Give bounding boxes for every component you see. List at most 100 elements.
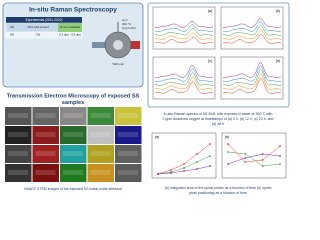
tem-image: [32, 145, 59, 163]
plot-point: [244, 161, 247, 163]
table-cell: AR: [10, 25, 14, 29]
tem-texture: [63, 170, 83, 175]
spectrum-line: [222, 65, 282, 82]
spectrum-line: [222, 61, 282, 78]
spectrum-line: [154, 72, 214, 86]
tem-texture: [90, 151, 111, 156]
tem-image: [87, 164, 114, 182]
tem-texture: [90, 170, 111, 175]
plots-caption: peak positioning as a function of time: [189, 191, 247, 195]
spectrum-line: [222, 29, 282, 40]
plot-point: [196, 161, 198, 163]
table-cell: 0.1 dpa: [59, 33, 69, 37]
table-row: [5, 31, 83, 39]
cell-label: 0 ppm DO: [122, 26, 136, 30]
heater: [131, 41, 140, 49]
tem-texture: [118, 170, 138, 175]
tem-image: [87, 145, 114, 163]
tem-image: [60, 126, 87, 144]
plots: (a) (b): [151, 132, 287, 179]
tem-image: [115, 126, 142, 144]
tem-image: [5, 145, 32, 163]
tem-texture: [8, 151, 28, 156]
raman-caption: In-situ Raman spectra of SS 304L foils e…: [164, 112, 273, 116]
spectrum-line: [222, 73, 282, 90]
cell-label: 300 °C: [122, 22, 132, 26]
tem-image: [87, 107, 114, 125]
plot-point: [157, 173, 159, 175]
plot-point: [227, 151, 229, 153]
tem-image: [60, 164, 87, 182]
spectrum-line: [154, 76, 214, 90]
table-cell: AR: [10, 33, 14, 37]
spectra: (a) (b) (c) (d): [152, 6, 284, 100]
plot-point: [196, 168, 198, 170]
tem-texture: [35, 170, 56, 175]
plot-point: [183, 167, 185, 169]
spectrum-frame: [152, 6, 216, 50]
plot-point: [196, 153, 198, 155]
table-cell: CW: [36, 33, 41, 37]
spectrum-line: [222, 17, 282, 28]
table-header-bg: [6, 17, 82, 23]
table-cell: 0.5 dpa: [71, 33, 81, 37]
panel-label: (d): [276, 59, 280, 63]
tem-texture: [118, 113, 138, 118]
plot-point: [261, 165, 264, 167]
plot-point: [170, 169, 172, 171]
tem-texture: [8, 170, 28, 175]
tem-title: samples: [62, 100, 84, 106]
plot-point: [209, 155, 211, 157]
tem-image: [5, 107, 32, 125]
tem-image: [32, 126, 59, 144]
spectrum-line: [154, 20, 214, 28]
spectrum-frame: [220, 6, 284, 50]
tem-image: [115, 107, 142, 125]
spectrum-line: [222, 25, 282, 36]
table-cell: 26% cold worked: [27, 25, 49, 29]
panel-label: (c): [208, 59, 212, 63]
tem-texture: [35, 151, 56, 156]
plot-point: [244, 153, 247, 155]
spectrum-line: [222, 69, 282, 86]
plot-point: [227, 163, 229, 165]
plots-caption: (a) Integrated area of the spinel peaks …: [165, 186, 272, 190]
tem-image: [32, 164, 59, 182]
raman-caption: (d) 48 h: [212, 122, 224, 126]
cell-label: H₂O: [122, 18, 128, 22]
plot-point: [279, 145, 281, 147]
plot-point: [183, 170, 185, 172]
cell-window: [113, 40, 123, 50]
tem-image: [115, 164, 142, 182]
plot-point: [209, 165, 211, 167]
spectrum-line: [154, 68, 214, 82]
plot-point: [170, 172, 172, 174]
spectrum-line: [154, 37, 214, 44]
plot-line: [227, 151, 281, 167]
tem-texture: [35, 132, 56, 137]
plot-point: [279, 163, 281, 165]
plot-point: [244, 157, 247, 159]
plot-point: [227, 143, 229, 145]
tem-texture: [118, 132, 138, 137]
tem-texture: [8, 113, 28, 118]
spectrum-line: [222, 21, 282, 32]
plot-point: [209, 143, 211, 145]
tem-texture: [63, 151, 83, 156]
cell-caption: TEM cell: [112, 62, 124, 66]
tem-caption: HAADF-STEM images of the exposed SS meta…: [24, 187, 122, 191]
plot-label: (a): [155, 135, 159, 139]
plot-point: [261, 159, 264, 161]
raman-caption: 0 ppm dissolved oxygen at timestamps of …: [163, 117, 274, 121]
spectrum-line: [222, 78, 282, 94]
spectrum-line: [222, 34, 282, 44]
tem-image: [60, 107, 87, 125]
tem-texture: [90, 132, 111, 137]
tem-texture: [63, 113, 83, 118]
panel-label: (a): [208, 9, 212, 13]
graphical-abstract: In-situ Raman Spectroscopy Experimental …: [2, 2, 290, 195]
tem-title: Transmission Electron Microscopy of expo…: [7, 93, 140, 99]
tem-texture: [8, 132, 28, 137]
tem-image: [32, 107, 59, 125]
spectrum-line: [154, 81, 214, 94]
